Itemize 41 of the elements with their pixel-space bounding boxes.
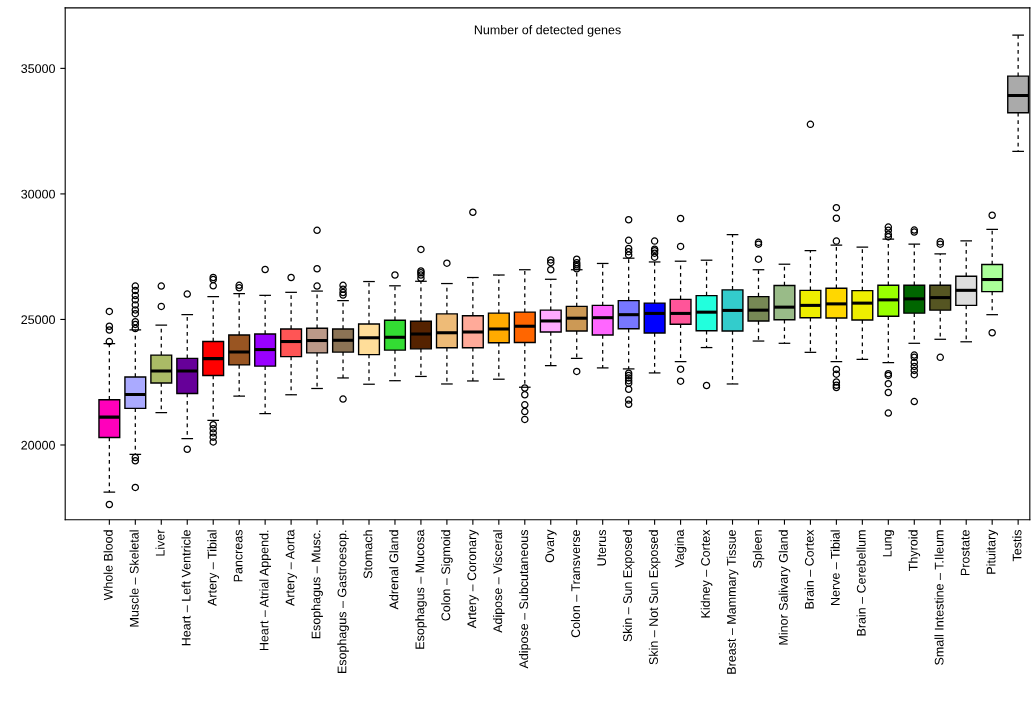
x-tick-label: Colon – Sigmoid (441, 530, 453, 621)
x-tick-label: Ovary (545, 529, 557, 563)
x-tick-label: Small Intestine – T.Ileum (934, 530, 944, 665)
x-tick-label: Thyroid (908, 530, 921, 571)
x-tick-label: Adipose – Visceral (493, 530, 505, 633)
x-tick-label: Artery – Tibial (207, 530, 220, 606)
x-tick-label: Adipose – Subcutaneous (518, 529, 531, 669)
x-tick-label: Heart – Left Ventricle (181, 530, 191, 646)
x-tick-label: Minor Salivary Gland (778, 530, 791, 645)
x-tick-label: Vagina (674, 529, 687, 568)
x-tick-label: Adrenal Gland (389, 530, 399, 610)
x-tick-label: Heart – Atrial Append. (259, 530, 271, 651)
text: Number of detected genes (474, 25, 621, 37)
x-tick-label: Esophagus – Gastroesop. (337, 530, 349, 674)
x-tick-label: Skin – Sun Exposed (622, 530, 635, 642)
x-tick-label: Muscle – Skeletal (129, 530, 139, 627)
x-tick-label: Skin – Not Sun Exposed (648, 530, 661, 665)
x-tick-label: Uterus (597, 529, 607, 566)
x-tick-label: Kidney – Cortex (700, 529, 713, 618)
x-tick-label: Whole Blood (103, 530, 113, 601)
x-tick-label: Stomach (363, 530, 373, 579)
x-tick-label: Lung (882, 530, 895, 557)
x-tick-label: Artery – Aorta (285, 529, 297, 606)
y-tick-label: 25000 (21, 315, 55, 325)
x-tick-label: Prostate (960, 530, 970, 576)
x-tick-label: Brain – Cerebellum (856, 530, 866, 636)
x-tick-label: Artery – Coronary (467, 529, 479, 629)
x-tick-label: Nerve – Tibial (830, 530, 840, 605)
x-tick-label: Testis (1012, 529, 1022, 562)
x-tick-label: Esophagus – Musc. (311, 530, 323, 639)
x-tick-label: Pancreas (233, 529, 243, 582)
y-tick-label: 35000 (21, 64, 55, 74)
x-tick-label: Colon – Transverse (570, 530, 581, 638)
x-tick-label: Brain – Cortex (804, 529, 814, 609)
y-tick-label: 20000 (21, 440, 55, 450)
x-tick-label: Breast – Mammary Tissue (726, 530, 739, 674)
x-tick-label: Spleen (752, 530, 765, 568)
x-tick-label: Liver (155, 529, 165, 556)
x-tick-label: Esophagus – Mucosa (415, 529, 427, 649)
y-tick-label: 30000 (21, 189, 55, 199)
x-tick-label: Pituitary (986, 529, 998, 574)
